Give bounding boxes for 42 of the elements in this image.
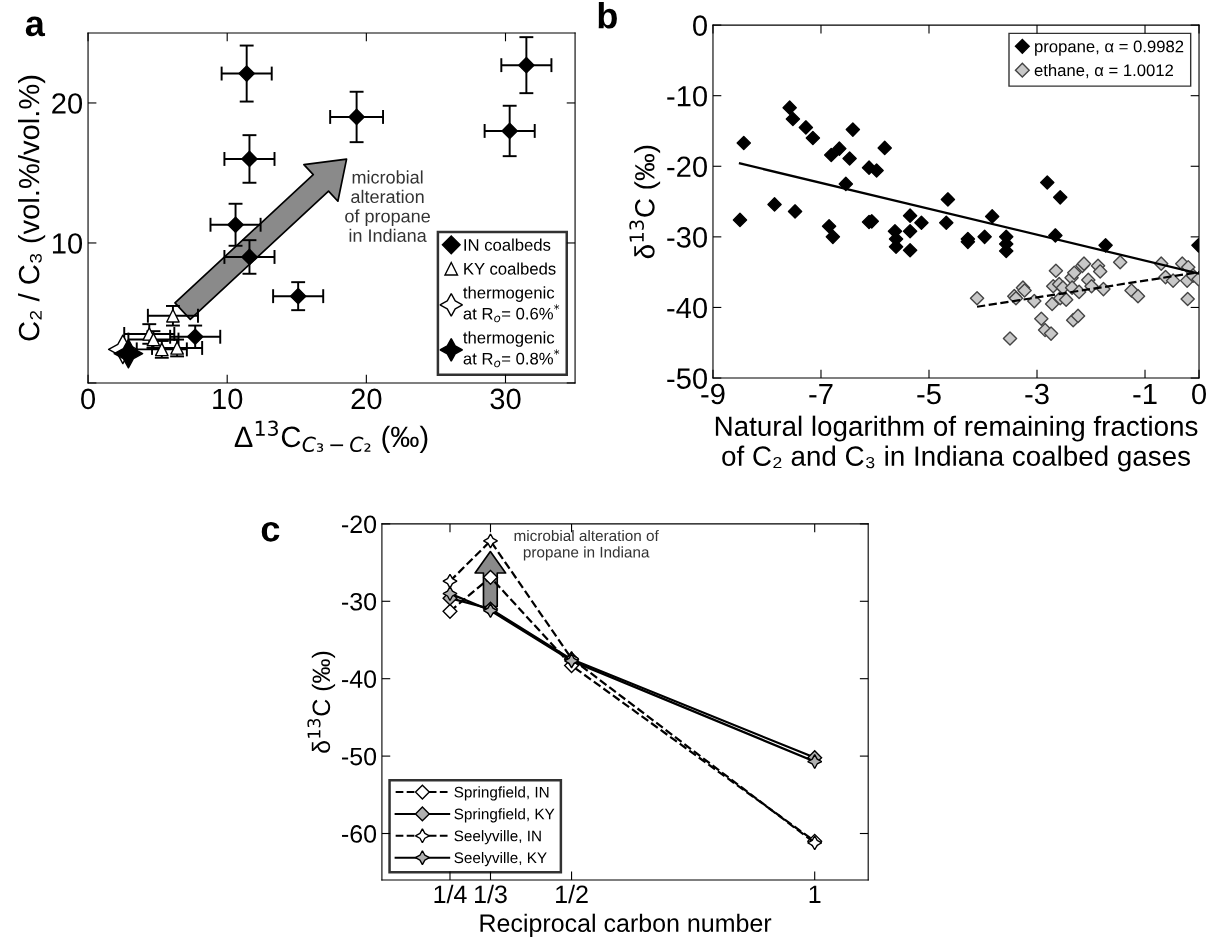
x-tick-label: 10 <box>213 388 243 410</box>
legend-label: IN coalbeds <box>464 238 551 251</box>
annotation: microbial alteration of propane in Indiana <box>514 529 659 561</box>
x-tick-label: 0 <box>1192 383 1206 405</box>
y-tick-label: -20 <box>342 515 377 534</box>
legend-label: Springfield, KY <box>454 808 555 823</box>
x-tick-label: -1 <box>1133 383 1157 405</box>
y-tick-label: -10 <box>667 85 707 107</box>
legend-label: propane, α = 0.9982 <box>1035 40 1184 56</box>
y-tick-label: -40 <box>667 297 707 319</box>
x-tick-label: 1/2 <box>556 884 588 904</box>
x-axis-title: Reciprocal carbon number <box>480 913 772 937</box>
x-axis-title: Δ$^{13}$C$_{C₃−C₂}$ (‰) <box>234 420 428 453</box>
x-tick-label: 1/3 <box>475 884 507 904</box>
x-tick-label: 1/4 <box>434 884 467 904</box>
y-tick-label: -30 <box>667 227 707 248</box>
y-tick-label: -30 <box>342 592 377 611</box>
legend-label: KY coalbeds <box>464 262 556 275</box>
x-axis-title: Natural logarithm of remaining fractions of C₂ and C₃ in Indiana coalbed gases <box>715 415 1198 472</box>
chart-title: c <box>261 521 280 542</box>
annotation: microbial alteration of propane in Indiana <box>345 170 430 242</box>
legend-label: ethane, α = 1.0012 <box>1034 63 1174 79</box>
y-tick-label: -20 <box>667 156 707 178</box>
legend-label: thermogenic at R$_{o}$= 0.6%$^{*}$ <box>463 286 560 323</box>
x-tick-label: -7 <box>809 383 833 405</box>
legend-label: Springfield, IN <box>454 786 549 801</box>
chart-title: a <box>25 16 46 37</box>
x-tick-label: 30 <box>490 388 521 410</box>
y-tick-label: -60 <box>342 825 377 843</box>
y-tick-label: -40 <box>342 670 377 688</box>
legend-label: Seelyville, KY <box>454 851 547 867</box>
y-axis-title: C₂ / C₃ (vol.%/vol.%) <box>18 75 46 341</box>
y-tick-label: -50 <box>342 747 377 766</box>
x-tick-label: 1 <box>809 885 821 903</box>
y-axis-title: δ$^{13}$C (‰) <box>629 145 661 259</box>
legend-label: thermogenic at R$_{o}$= 0.8%$^{*}$ <box>463 331 560 368</box>
y-tick-label: 0 <box>693 15 707 36</box>
x-tick-label: -3 <box>1025 383 1049 405</box>
chart-title: b <box>598 2 617 29</box>
x-tick-label: -5 <box>917 383 941 405</box>
y-axis-title: δ$^{13}$C (‰) <box>307 651 336 753</box>
legend-label: Seelyville, IN <box>454 830 541 845</box>
